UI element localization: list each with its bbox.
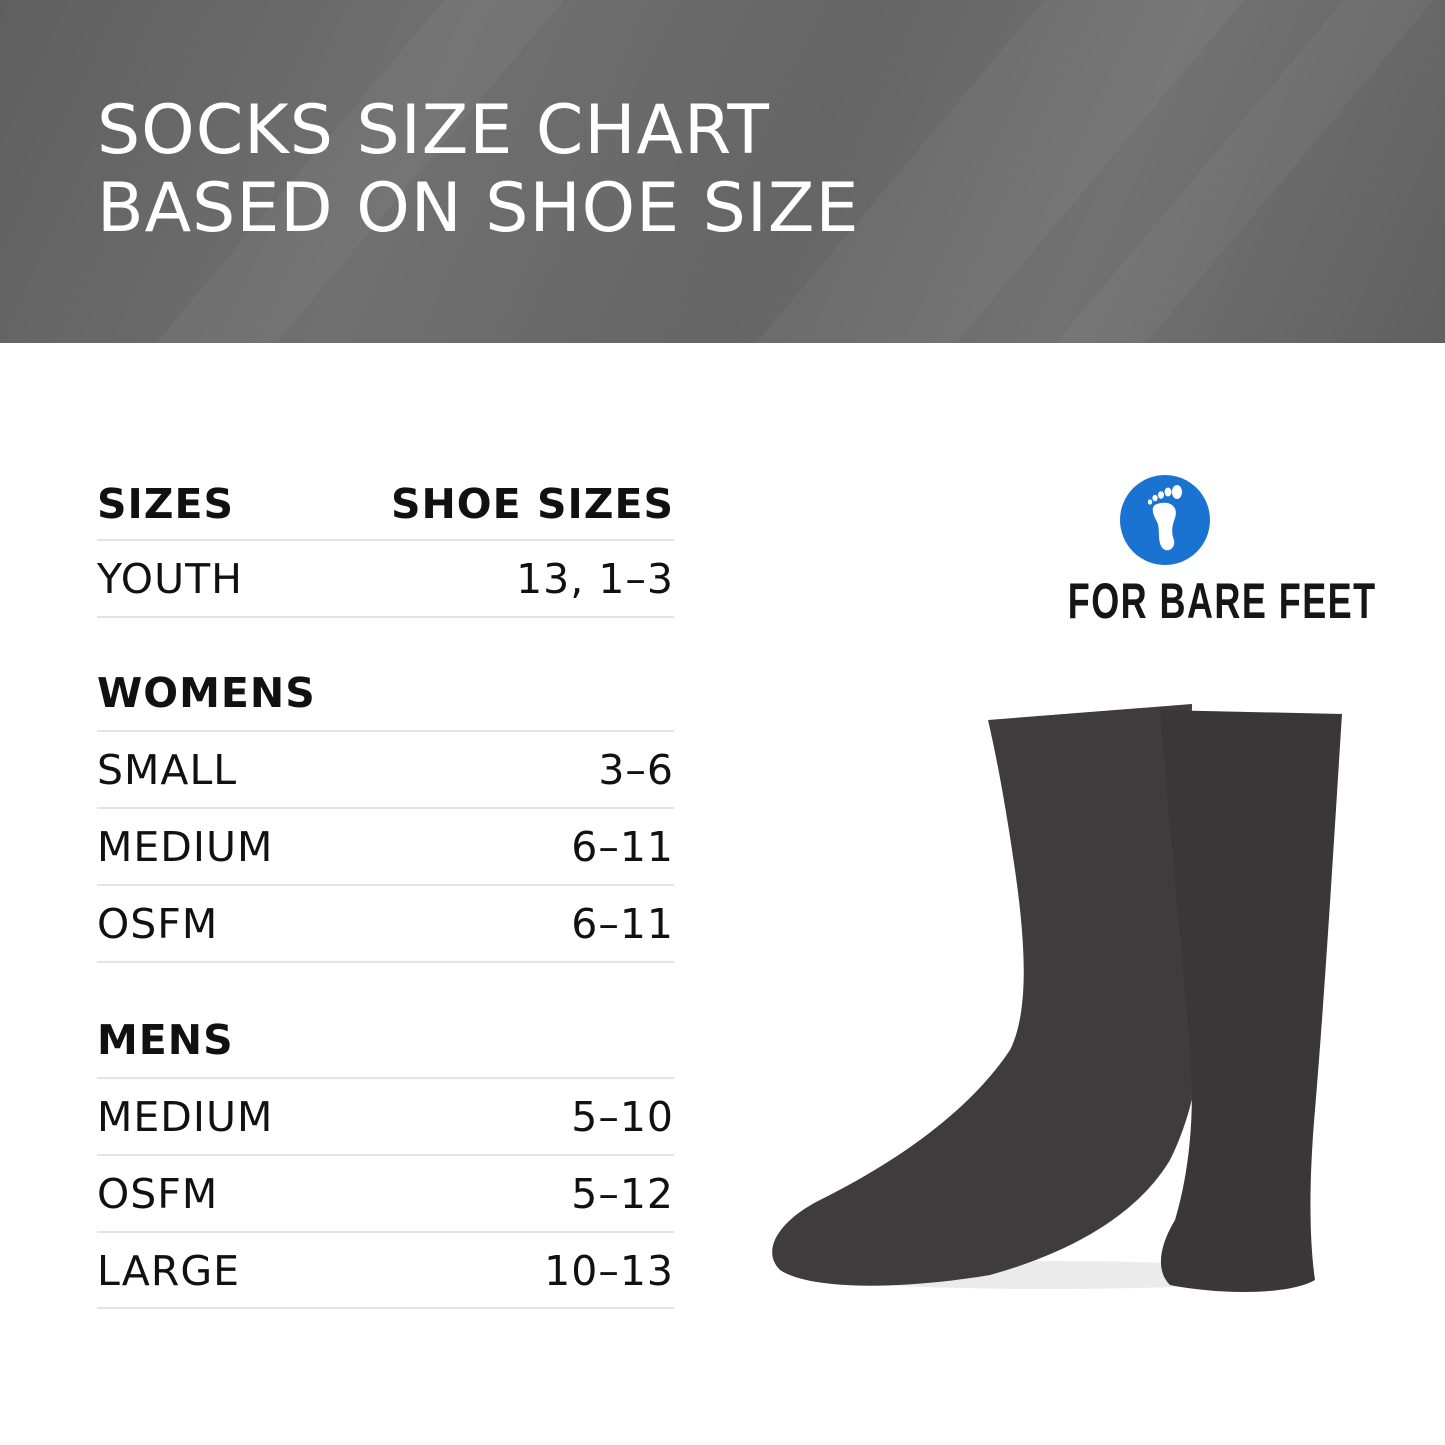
logo-text: FOR BARE FEET xyxy=(1067,573,1377,629)
divider xyxy=(97,807,674,809)
divider xyxy=(97,730,674,732)
table-row: OSFM 6–11 xyxy=(97,899,674,948)
for-bare-feet-logo: FOR BARE FEET xyxy=(1030,474,1377,630)
section-heading-womens: WOMENS xyxy=(97,668,316,717)
table-row: MEDIUM 5–10 xyxy=(97,1092,674,1141)
divider xyxy=(97,1154,674,1156)
socks-image xyxy=(772,704,1342,1292)
divider xyxy=(97,1307,674,1309)
foot-icon xyxy=(1120,475,1210,565)
divider xyxy=(97,961,674,963)
divider xyxy=(97,884,674,886)
table-header: SIZES SHOE SIZES xyxy=(97,465,674,542)
table-row: MEDIUM 6–11 xyxy=(97,822,674,871)
table-row: SMALL 3–6 xyxy=(97,745,674,794)
divider xyxy=(97,539,674,541)
header-banner: SOCKS SIZE CHART BASED ON SHOE SIZE xyxy=(0,0,1445,343)
table-row: LARGE 10–13 xyxy=(97,1246,674,1295)
page-title: SOCKS SIZE CHART BASED ON SHOE SIZE xyxy=(97,91,860,248)
divider xyxy=(97,616,674,618)
section-heading-mens: MENS xyxy=(97,1015,234,1064)
column-header-sizes: SIZES xyxy=(97,479,235,528)
table-row: OSFM 5–12 xyxy=(97,1169,674,1218)
divider xyxy=(97,1231,674,1233)
column-header-shoe-sizes: SHOE SIZES xyxy=(390,479,674,528)
divider xyxy=(97,1077,674,1079)
table-row: YOUTH 13, 1–3 xyxy=(97,554,674,603)
